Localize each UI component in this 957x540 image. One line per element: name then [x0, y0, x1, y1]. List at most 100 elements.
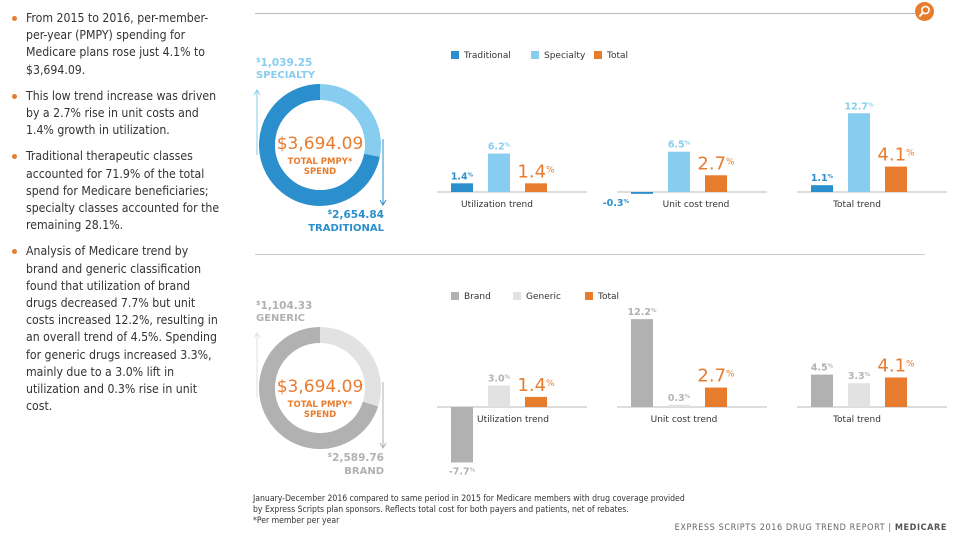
- bar-specialty: [848, 113, 870, 192]
- bar-value-label: 4.5%: [811, 363, 834, 374]
- slice-value-label: $2,654.84: [328, 208, 384, 221]
- bullet-text: From 2015 to 2016, per-member-per-year (…: [26, 11, 209, 77]
- bar-value-label: 2.7%: [697, 153, 735, 174]
- legend-label: Specialty: [544, 51, 586, 61]
- category-label: Total trend: [832, 415, 881, 425]
- section-divider: [255, 254, 925, 255]
- legend-swatch: [513, 292, 521, 300]
- slice-value-label: $2,589.76: [328, 451, 384, 464]
- donut-center-value: $3,694.09: [277, 134, 364, 154]
- bar-value-label: 6.2%: [488, 142, 511, 153]
- bar-total: [885, 377, 907, 407]
- category-label: Unit cost trend: [663, 200, 730, 210]
- category-label: Unit cost trend: [651, 415, 718, 425]
- bar-value-label: 4.1%: [877, 355, 915, 376]
- category-label: Total trend: [832, 200, 881, 210]
- donut-center-label: TOTAL PMPY*: [288, 157, 353, 167]
- bar-brand: [451, 407, 473, 463]
- bar-total: [525, 183, 547, 192]
- slice-name-label: GENERIC: [256, 313, 305, 324]
- bar-specialty: [668, 151, 690, 192]
- slice-value-label: $1,039.25: [256, 56, 312, 69]
- bar-generic: [488, 385, 510, 407]
- footnote-line: *Per member per year: [253, 516, 340, 526]
- report-footer: EXPRESS SCRIPTS 2016 DRUG TREND REPORT |…: [675, 523, 947, 533]
- bar-specialty: [488, 153, 510, 192]
- bar-total: [705, 387, 727, 407]
- donut-center-value: $3,694.09: [277, 377, 364, 397]
- legend-swatch: [451, 292, 459, 300]
- bullet-item: Traditional therapeutic classes accounte…: [12, 148, 222, 234]
- legend-swatch: [451, 51, 459, 59]
- arrow-down-icon: [379, 442, 387, 449]
- bar-brand: [811, 374, 833, 407]
- arrow-up-icon: [253, 89, 261, 96]
- arrow-up-icon: [253, 332, 261, 339]
- bar-generic: [848, 383, 870, 407]
- bar-brand: [631, 319, 653, 407]
- legend-label: Total: [606, 51, 628, 61]
- bar-value-label: 2.7%: [697, 366, 735, 387]
- legend-swatch: [594, 51, 602, 59]
- donut-slice-traditional: [259, 84, 380, 206]
- report-title: EXPRESS SCRIPTS 2016 DRUG TREND REPORT: [674, 523, 886, 533]
- legend-label: Generic: [526, 292, 561, 302]
- footer-separator: |: [888, 523, 892, 533]
- category-label: Utilization trend: [477, 415, 549, 425]
- slice-name-label: TRADITIONAL: [308, 223, 384, 234]
- magnifier-icon[interactable]: [915, 2, 934, 21]
- bar-traditional: [631, 192, 653, 194]
- bar-value-label: 1.1%: [811, 173, 834, 184]
- bar-value-label: 3.0%: [488, 373, 511, 384]
- bar-value-label: -7.7%: [449, 466, 476, 477]
- summary-bullets: From 2015 to 2016, per-member-per-year (…: [12, 10, 222, 424]
- legend-label: Total: [597, 292, 619, 302]
- footnote-line: by Express Scripts plan sponsors. Reflec…: [253, 505, 629, 515]
- slice-name-label: SPECIALTY: [256, 70, 316, 81]
- arrow-down-icon: [379, 199, 387, 206]
- bar-value-label: -0.3%: [603, 198, 630, 209]
- donut-slice-generic: [319, 327, 381, 407]
- bar-value-label: 12.2%: [628, 307, 657, 318]
- bar-total: [705, 175, 727, 192]
- bullet-item: From 2015 to 2016, per-member-per-year (…: [12, 10, 222, 79]
- bar-total: [525, 396, 547, 407]
- category-label: Utilization trend: [461, 200, 533, 210]
- bar-traditional: [811, 185, 833, 192]
- section-name: MEDICARE: [894, 523, 947, 533]
- bullet-dot-icon: [12, 16, 17, 21]
- bar-total: [885, 166, 907, 192]
- footnote-line: January-December 2016 compared to same p…: [253, 494, 685, 504]
- top-divider: [255, 13, 915, 14]
- bullet-dot-icon: [12, 249, 17, 255]
- legend-label: Traditional: [463, 51, 511, 61]
- bar-generic: [668, 404, 690, 407]
- bar-value-label: 6.5%: [668, 140, 691, 151]
- slice-name-label: BRAND: [344, 466, 384, 477]
- donut-slice-brand: [259, 327, 379, 449]
- legend-swatch: [531, 51, 539, 59]
- bar-value-label: 1.4%: [451, 171, 474, 182]
- bar-value-label: 0.3%: [668, 393, 691, 404]
- legend-label: Brand: [464, 292, 491, 302]
- footnote: January-December 2016 compared to same p…: [253, 494, 723, 527]
- bar-traditional: [451, 183, 473, 192]
- bullet-dot-icon: [12, 93, 17, 99]
- donut-center-label: TOTAL PMPY*: [288, 400, 353, 410]
- bar-value-label: 1.4%: [517, 161, 555, 182]
- bullet-dot-icon: [12, 154, 17, 160]
- bullet-item: This low trend increase was driven by a …: [12, 88, 222, 140]
- donut-center-label: SPEND: [304, 167, 336, 177]
- bullet-text: This low trend increase was driven by a …: [26, 88, 217, 138]
- bar-value-label: 3.3%: [848, 371, 871, 382]
- legend-swatch: [585, 292, 593, 300]
- bar-value-label: 1.4%: [517, 375, 555, 396]
- bar-value-label: 4.1%: [877, 145, 915, 166]
- bar-value-label: 12.7%: [845, 101, 874, 112]
- donut-slice-specialty: [319, 84, 381, 157]
- bullet-text: Traditional therapeutic classes accounte…: [26, 149, 220, 233]
- bullet-item: Analysis of Medicare trend by brand and …: [12, 243, 222, 415]
- bullet-text: Analysis of Medicare trend by brand and …: [26, 244, 218, 414]
- donut-center-label: SPEND: [304, 410, 336, 420]
- slice-value-label: $1,104.33: [256, 299, 312, 312]
